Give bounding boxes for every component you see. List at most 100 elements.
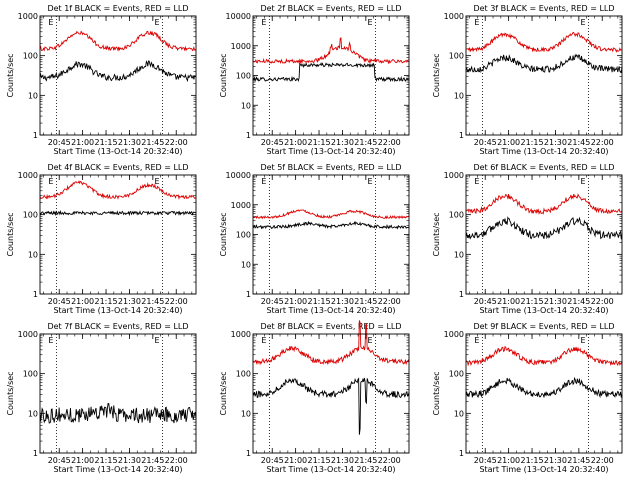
series-events-line — [465, 53, 623, 74]
x-tick-label: 21:30 — [118, 456, 141, 465]
plot-frame — [252, 333, 410, 454]
series-events-line — [252, 377, 410, 435]
x-tick-label: 21:00 — [71, 456, 94, 465]
event-marker-label: E — [580, 18, 585, 27]
panel-title: Det 2f BLACK = Events, RED = LLD — [260, 4, 401, 13]
x-tick-label: 21:30 — [544, 138, 567, 147]
x-tick-label: 22:00 — [165, 138, 188, 147]
event-marker-label: E — [474, 18, 479, 27]
x-axis-label: Start Time (13-Oct-14 20:32:40) — [479, 465, 608, 474]
y-tick-label: 100 — [236, 231, 251, 240]
series-events-line — [252, 62, 410, 83]
detector-panel-1: Det 1f BLACK = Events, RED = LLD Counts/s… — [6, 4, 197, 156]
y-tick-label: 100 — [236, 72, 251, 81]
series-events-line — [252, 220, 410, 230]
y-tick-label: 1 — [246, 449, 251, 458]
x-tick-label: 21:15 — [95, 138, 118, 147]
y-tick-label: 1000 — [231, 201, 251, 210]
y-tick-label: 1 — [33, 290, 38, 299]
series-events-line — [39, 60, 197, 83]
x-tick-label: 20:45 — [474, 138, 497, 147]
event-marker-label: E — [474, 177, 479, 186]
x-tick-label: 20:45 — [261, 297, 284, 306]
panel-title: Det 4f BLACK = Events, RED = LLD — [47, 163, 188, 172]
y-tick-label: 1 — [459, 290, 464, 299]
detector-panel-8: Det 8f BLACK = Events, RED = LLD Counts/s… — [219, 320, 410, 474]
y-tick-label: 10 — [454, 250, 464, 259]
event-marker-label: E — [261, 177, 266, 186]
x-tick-label: 22:00 — [591, 297, 614, 306]
y-tick-label: 1000 — [444, 330, 464, 339]
panel-title: Det 3f BLACK = Events, RED = LLD — [473, 4, 614, 13]
y-axis-label: Counts/sec — [219, 53, 228, 97]
y-tick-label: 100 — [23, 211, 38, 220]
x-tick-label: 22:00 — [165, 456, 188, 465]
y-tick-label: 100 — [449, 370, 464, 379]
y-tick-label: 10 — [28, 91, 38, 100]
x-axis-label: Start Time (13-Oct-14 20:32:40) — [266, 465, 395, 474]
x-tick-label: 21:00 — [71, 138, 94, 147]
event-marker-label: E — [48, 336, 53, 345]
x-tick-label: 20:45 — [474, 297, 497, 306]
y-tick-label: 10 — [454, 91, 464, 100]
panel-title: Det 8f BLACK = Events, RED = LLD — [260, 322, 401, 331]
series-lld-line — [465, 193, 623, 216]
x-tick-label: 22:00 — [591, 456, 614, 465]
panel-title: Det 6f BLACK = Events, RED = LLD — [473, 163, 614, 172]
y-tick-label: 1000 — [18, 12, 38, 21]
event-marker-label: E — [48, 18, 53, 27]
series-lld-line — [465, 31, 623, 53]
x-tick-label: 21:00 — [284, 297, 307, 306]
x-tick-label: 20:45 — [48, 297, 71, 306]
y-tick-label: 10 — [241, 260, 251, 269]
x-tick-label: 21:15 — [521, 297, 544, 306]
y-tick-label: 10 — [454, 409, 464, 418]
x-tick-label: 21:30 — [331, 456, 354, 465]
x-tick-label: 21:45 — [567, 456, 590, 465]
event-marker-label: E — [261, 18, 266, 27]
plot-frame — [252, 15, 410, 136]
event-marker-label: E — [154, 177, 159, 186]
x-tick-label: 21:00 — [71, 297, 94, 306]
x-tick-label: 22:00 — [591, 138, 614, 147]
y-axis-label: Counts/sec — [6, 371, 15, 415]
x-tick-label: 20:45 — [48, 456, 71, 465]
x-tick-label: 21:15 — [308, 456, 331, 465]
event-marker-label: E — [367, 18, 372, 27]
series-events-line — [39, 209, 197, 217]
x-tick-label: 21:45 — [141, 138, 164, 147]
x-tick-label: 21:30 — [331, 297, 354, 306]
y-tick-label: 1000 — [231, 42, 251, 51]
x-tick-label: 21:30 — [118, 138, 141, 147]
y-tick-label: 100 — [23, 370, 38, 379]
series-lld-line — [252, 36, 410, 65]
x-tick-label: 22:00 — [378, 138, 401, 147]
event-marker-label: E — [367, 336, 372, 345]
x-tick-label: 21:00 — [497, 138, 520, 147]
series-lld-line — [465, 346, 623, 367]
panel-title: Det 7f BLACK = Events, RED = LLD — [47, 322, 188, 331]
series-events-line — [39, 403, 197, 424]
x-tick-label: 21:00 — [497, 297, 520, 306]
y-tick-label: 1000 — [231, 330, 251, 339]
x-tick-label: 21:15 — [308, 138, 331, 147]
y-tick-label: 1 — [33, 131, 38, 140]
x-tick-label: 20:45 — [261, 138, 284, 147]
panel-title: Det 1f BLACK = Events, RED = LLD — [47, 4, 188, 13]
x-tick-label: 21:45 — [141, 297, 164, 306]
series-lld-line — [252, 320, 410, 366]
y-tick-label: 1000 — [18, 330, 38, 339]
y-tick-label: 1 — [459, 449, 464, 458]
x-tick-label: 21:30 — [544, 297, 567, 306]
event-marker-label: E — [154, 336, 159, 345]
x-tick-label: 21:15 — [95, 297, 118, 306]
x-tick-label: 21:15 — [95, 456, 118, 465]
y-tick-label: 1000 — [444, 171, 464, 180]
x-tick-label: 21:30 — [331, 138, 354, 147]
x-tick-label: 21:30 — [544, 456, 567, 465]
event-marker-label: E — [474, 336, 479, 345]
y-tick-label: 10000 — [226, 12, 251, 21]
x-axis-label: Start Time (13-Oct-14 20:32:40) — [53, 147, 182, 156]
detector-panel-7: Det 7f BLACK = Events, RED = LLD Counts/s… — [6, 322, 197, 474]
